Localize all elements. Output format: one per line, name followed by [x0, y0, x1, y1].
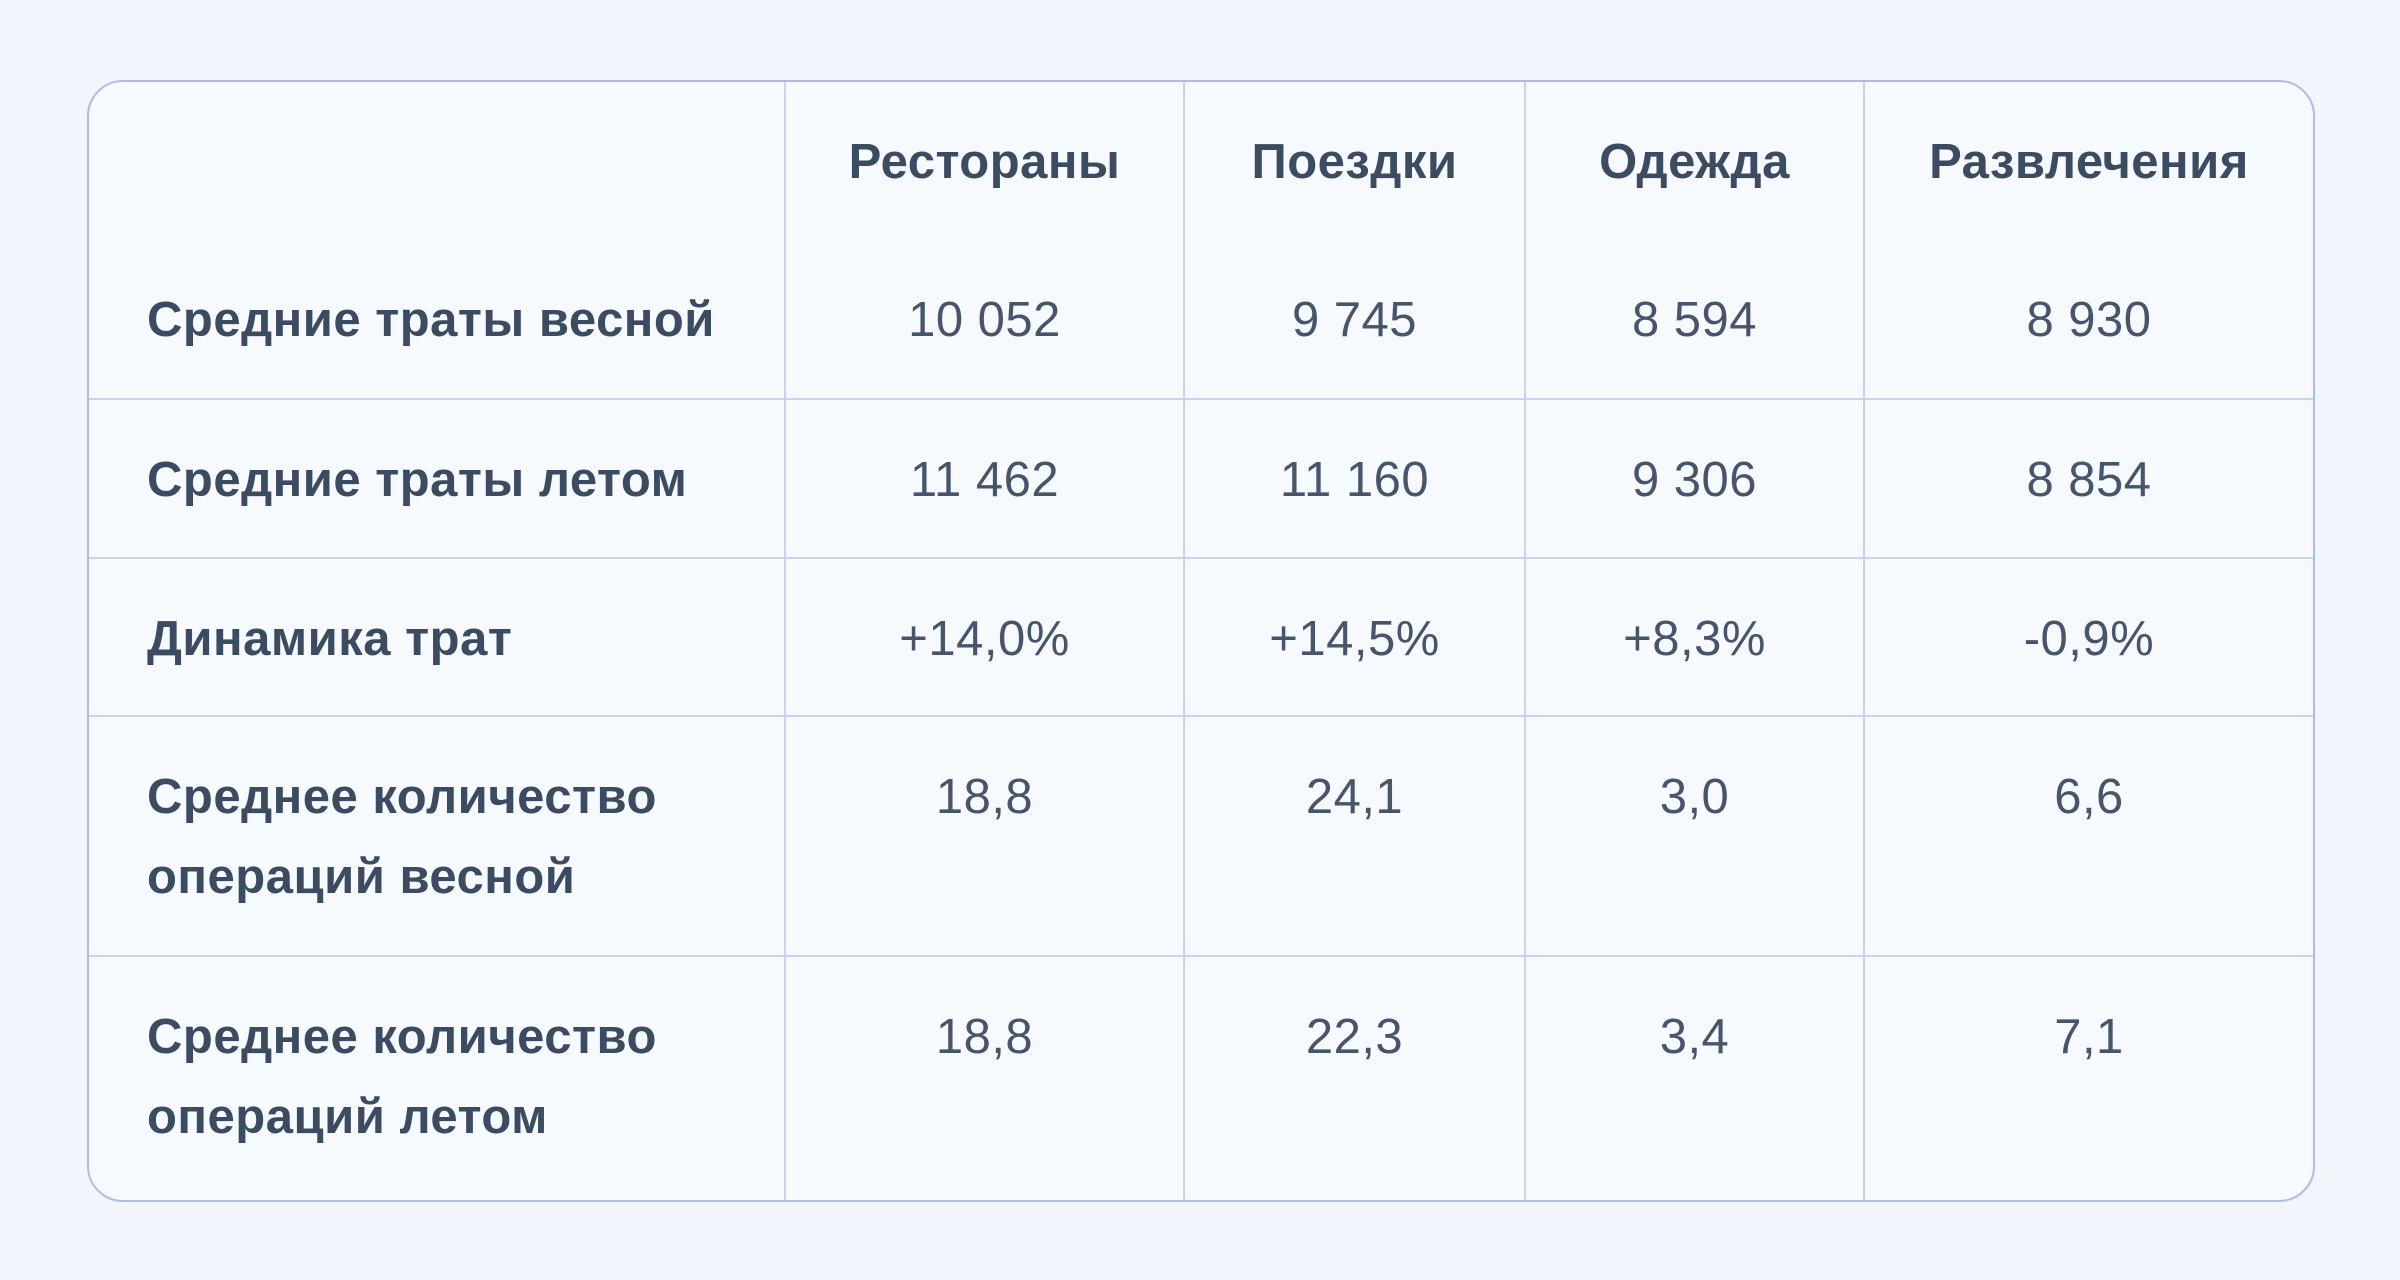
- cell-value: 10 052: [786, 240, 1185, 400]
- row-label: Среднее количество операций весной: [89, 717, 786, 957]
- table-row-avg-ops-spring: Среднее количество операций весной 18,8 …: [89, 717, 2313, 957]
- row-label: Средние траты весной: [89, 240, 786, 400]
- header-cell-clothes: Одежда: [1526, 82, 1865, 240]
- spending-comparison-table: Рестораны Поездки Одежда Развлечения Сре…: [87, 80, 2315, 1202]
- cell-value: 18,8: [786, 957, 1185, 1200]
- cell-value: -0,9%: [1865, 559, 2313, 717]
- table-header-row: Рестораны Поездки Одежда Развлечения: [89, 82, 2313, 240]
- header-cell-restaurants: Рестораны: [786, 82, 1185, 240]
- cell-value: +14,0%: [786, 559, 1185, 717]
- table-row-avg-spend-summer: Средние траты летом 11 462 11 160 9 306 …: [89, 400, 2313, 559]
- cell-value: 3,0: [1526, 717, 1865, 957]
- header-cell-empty: [89, 82, 786, 240]
- cell-value: 22,3: [1185, 957, 1526, 1200]
- cell-value: 8 594: [1526, 240, 1865, 400]
- table-row-spend-dynamics: Динамика трат +14,0% +14,5% +8,3% -0,9%: [89, 559, 2313, 717]
- cell-value: 11 160: [1185, 400, 1526, 559]
- cell-value: 8 930: [1865, 240, 2313, 400]
- row-label: Среднее количество операций летом: [89, 957, 786, 1200]
- cell-value: 9 745: [1185, 240, 1526, 400]
- spending-table-card: Рестораны Поездки Одежда Развлечения Сре…: [87, 80, 2315, 1202]
- cell-value: 7,1: [2054, 1010, 2124, 1064]
- cell-value: 24,1: [1185, 717, 1526, 957]
- cell-value: 6,6: [1865, 717, 2313, 957]
- row-label: Динамика трат: [89, 559, 786, 717]
- table-row-avg-ops-summer: Среднее количество операций летом 18,8 2…: [89, 957, 2313, 1200]
- cell-value: 11 462: [786, 400, 1185, 559]
- cell-value: 9 306: [1526, 400, 1865, 559]
- cell-value: +8,3%: [1526, 559, 1865, 717]
- header-cell-trips: Поездки: [1185, 82, 1526, 240]
- cell-value: +14,5%: [1185, 559, 1526, 717]
- cell-value: 8 854: [1865, 400, 2313, 559]
- table-row-avg-spend-spring: Средние траты весной 10 052 9 745 8 594 …: [89, 240, 2313, 400]
- cell-value: 18,8: [786, 717, 1185, 957]
- row-label: Средние траты летом: [89, 400, 786, 559]
- header-cell-entertainment: Развлечения: [1929, 135, 2249, 189]
- cell-value: 3,4: [1526, 957, 1865, 1200]
